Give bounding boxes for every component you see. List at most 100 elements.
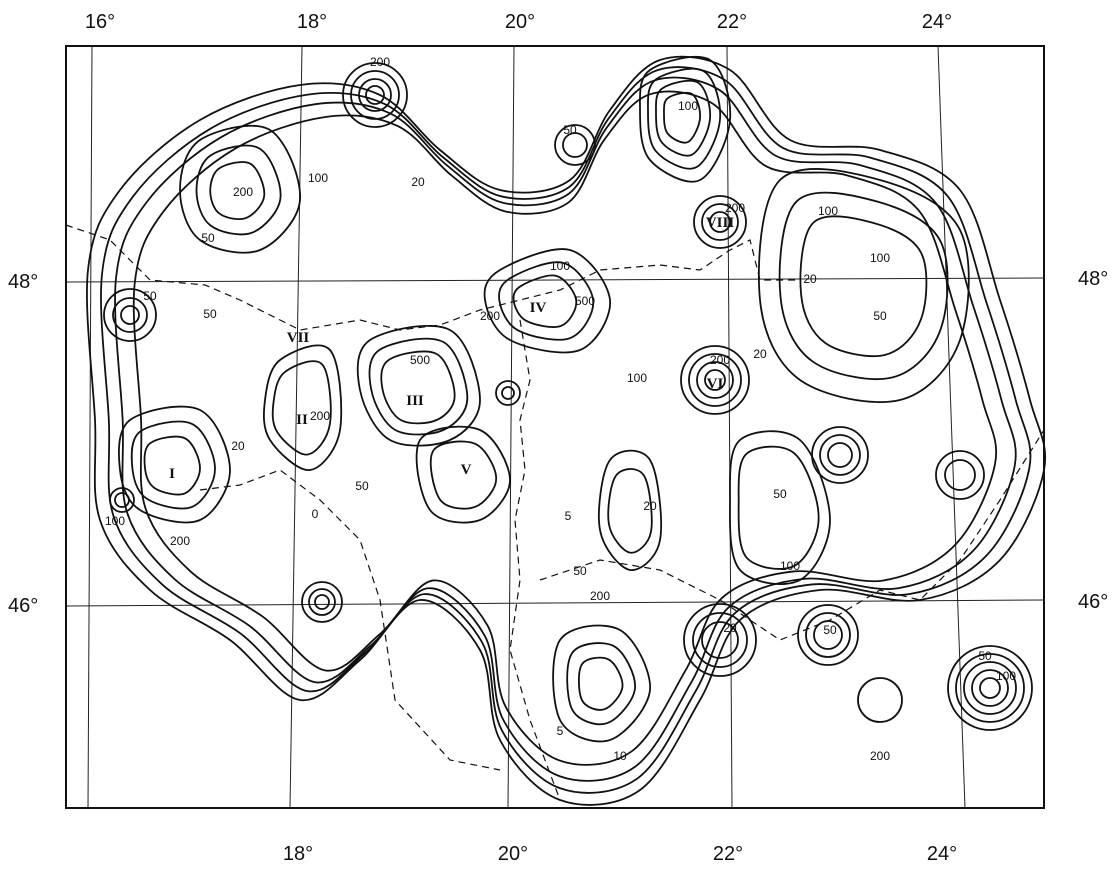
contour-label: 200 (710, 353, 730, 367)
contour-line (273, 361, 331, 455)
contour-label: 100 (308, 171, 328, 185)
region-label: VIII (706, 215, 735, 231)
contour-line (567, 643, 635, 724)
contour-label: 100 (818, 204, 838, 218)
contour-line (121, 306, 139, 324)
contour-label: 200 (370, 55, 390, 69)
contour-label: 100 (996, 669, 1016, 683)
region-label: VII (287, 330, 310, 346)
contour-label: 50 (573, 564, 587, 578)
latitude-label: 46° (1078, 591, 1108, 613)
contour-label: 200 (310, 409, 330, 423)
contour-label: 500 (410, 353, 430, 367)
longitude-label: 22° (713, 843, 743, 865)
contour-label: 200 (480, 309, 500, 323)
map-frame (66, 46, 1044, 808)
meridian (727, 46, 732, 808)
contour-line (119, 407, 230, 523)
graticule (66, 46, 1044, 808)
contour-line (759, 169, 969, 402)
contour-label: 100 (105, 514, 125, 528)
contour-label: 50 (355, 479, 369, 493)
region-label: V (461, 462, 472, 478)
page: {"map": { "top_labels": ["16°", "18°", "… (0, 0, 1120, 890)
region-label: I (169, 466, 175, 482)
contour-label: 200 (590, 589, 610, 603)
contour-line (134, 91, 996, 764)
contour-line (693, 613, 747, 667)
contour-line (302, 582, 342, 622)
contour-label: 20 (231, 439, 245, 453)
region-label: II (296, 412, 308, 428)
contour-line (113, 298, 147, 332)
contour-line (936, 451, 984, 499)
meridian (938, 46, 965, 808)
contour-label: 5 (565, 509, 572, 523)
contour-label: 50 (201, 231, 215, 245)
contour-label: 200 (870, 749, 890, 763)
contour-label: 50 (978, 649, 992, 663)
longitude-label: 20° (498, 843, 528, 865)
latitude-label: 46° (8, 595, 38, 617)
contour-label: 5 (557, 724, 564, 738)
region-label: III (406, 393, 424, 409)
contour-label: 20 (753, 347, 767, 361)
region-label: IV (530, 300, 547, 316)
border-line (66, 225, 800, 330)
contour-label: 10 (613, 749, 627, 763)
contour-line (684, 604, 756, 676)
contour-label: 20 (803, 272, 817, 286)
contour-label: 100 (780, 559, 800, 573)
contour-line (359, 79, 391, 111)
contour-label: 20 (643, 499, 657, 513)
contour-line (496, 381, 520, 405)
contour-label: 50 (143, 289, 157, 303)
longitude-label: 18° (283, 843, 313, 865)
contour-label: 200 (725, 201, 745, 215)
border-line (510, 320, 560, 800)
longitude-label: 18° (297, 11, 327, 33)
contour-label: 100 (550, 259, 570, 273)
contour-label: 50 (773, 487, 787, 501)
contour-label: 50 (203, 307, 217, 321)
contour-line (579, 658, 623, 710)
contour-line (828, 443, 852, 467)
contour-label: 20 (411, 175, 425, 189)
contour-line (315, 595, 329, 609)
longitude-label: 20° (505, 11, 535, 33)
contour-line (820, 435, 860, 475)
contour-line (739, 447, 819, 569)
contour-line (945, 460, 975, 490)
latitude-label: 48° (1078, 268, 1108, 290)
contour-line (358, 326, 480, 446)
contour-line (956, 654, 1024, 722)
contour-line (309, 589, 335, 615)
contour-label: 100 (870, 251, 890, 265)
contour-label: 50 (873, 309, 887, 323)
meridian (508, 46, 514, 808)
longitude-label: 22° (717, 11, 747, 33)
contour-label: 100 (678, 99, 698, 113)
border-line (540, 430, 1044, 640)
longitude-label: 24° (927, 843, 957, 865)
contour-label: 20 (723, 621, 737, 635)
contour-line (502, 387, 514, 399)
longitude-label: 24° (922, 11, 952, 33)
contour-label: 50 (563, 123, 577, 137)
contour-label: 100 (627, 371, 647, 385)
contour-line (101, 67, 1031, 793)
latitude-label: 48° (8, 271, 38, 293)
border-line (200, 470, 500, 770)
contour-line (264, 345, 341, 470)
longitude-label: 16° (85, 11, 115, 33)
contour-line (858, 678, 902, 722)
contour-line (115, 493, 129, 507)
parallel (66, 278, 1044, 282)
contours (87, 57, 1045, 805)
contour-line (800, 216, 926, 356)
contour-label: 200 (233, 185, 253, 199)
region-label: VI (707, 376, 724, 392)
contour-label: 50 (823, 623, 837, 637)
contour-label: 0 (312, 507, 319, 521)
contour-label: 500 (575, 294, 595, 308)
